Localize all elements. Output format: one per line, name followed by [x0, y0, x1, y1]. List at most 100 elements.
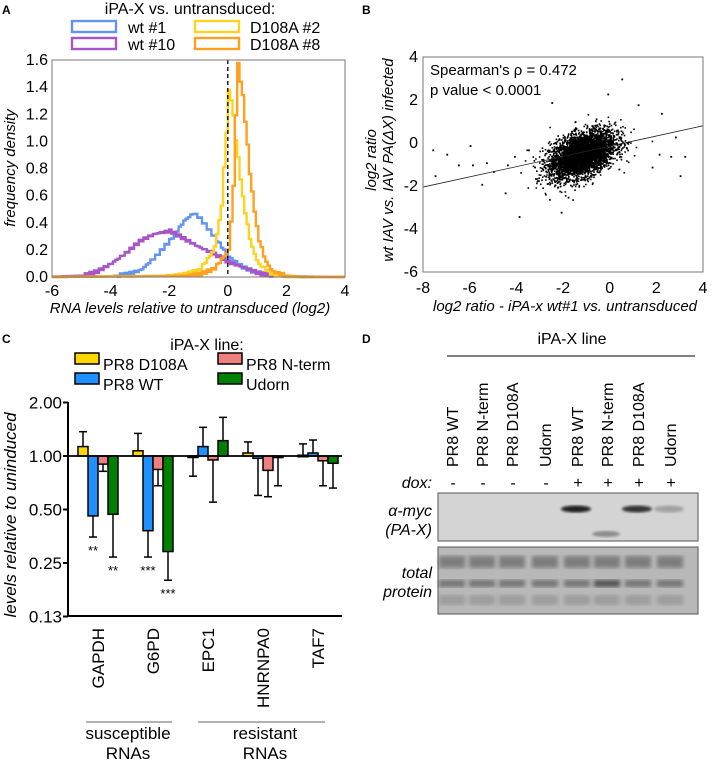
- y-tick-label: 0.2: [26, 242, 48, 259]
- legend-swatch: [70, 36, 118, 51]
- myc-band: [592, 531, 620, 537]
- scatter-point: [661, 112, 663, 115]
- myc-band: [561, 505, 591, 513]
- x-tick-label: -6: [45, 283, 59, 300]
- bar: [327, 455, 339, 465]
- y-tick-label: 0.13: [29, 608, 62, 627]
- regression-line: [422, 125, 704, 188]
- plot-frame: [422, 56, 704, 273]
- significance-marker: ***: [160, 586, 175, 601]
- lane-label: Udorn: [538, 423, 555, 467]
- protein-band: [469, 556, 495, 568]
- y-tick-label: -4: [404, 221, 418, 238]
- protein-band: [657, 580, 683, 587]
- x-tick-label: -8: [416, 280, 430, 297]
- x-axis-label: RNA levels relative to untransduced (log…: [50, 300, 330, 317]
- protein-band: [439, 556, 465, 568]
- legend-swatch: [193, 19, 241, 34]
- scatter-point: [432, 149, 435, 152]
- y-tick-label: 1.0: [26, 133, 48, 150]
- scatter-point: [670, 155, 673, 158]
- y-tick-label: 1.4: [26, 79, 48, 96]
- dox-indicator: +: [634, 475, 643, 492]
- scatter-point: [518, 216, 521, 218]
- bar: [152, 455, 164, 471]
- legend-label: PR8 N-term: [246, 357, 330, 374]
- myc-row-label-line2: (PA-X): [385, 522, 432, 539]
- plot-frame: [51, 59, 346, 278]
- legend-title: iPA-X vs. untransduced:: [105, 1, 275, 18]
- lane-label: PR8 WT: [445, 406, 462, 467]
- scatter-point: [507, 164, 509, 167]
- myc-band: [654, 505, 684, 513]
- myc-band: [622, 505, 652, 513]
- x-tick-label: 0: [223, 283, 232, 300]
- x-tick-label: -6: [463, 280, 477, 297]
- spearman-annotation: Spearman's ρ = 0.472: [430, 62, 577, 79]
- significance-marker: ***: [140, 563, 155, 578]
- scatter-point: [679, 175, 682, 178]
- histogram-plot: -6 -4 -2 0 2 4 0.0 0.2 0.4 0.6 0.8 1.0 1.2 1.4 1.6: [26, 52, 350, 300]
- significance-marker: **: [88, 543, 98, 558]
- histogram-panel-a: iPA-X vs. untransduced: wt #1wt #10 D108A…: [2, 1, 350, 317]
- protein-band: [469, 595, 495, 605]
- y-tick-label: -6: [404, 264, 418, 281]
- panel-label-d: D: [362, 332, 371, 346]
- scatter-point: [637, 104, 640, 107]
- scatter-point: [434, 175, 437, 178]
- scatter-point: [684, 155, 687, 158]
- y-axis-label-line1: log2 ratio: [363, 129, 380, 191]
- bar: [77, 445, 89, 457]
- x-tick-label: 4: [341, 283, 350, 300]
- category-label: TAF7: [309, 628, 328, 668]
- y-tick-label: 1.2: [26, 106, 48, 123]
- scatter-point: [621, 78, 624, 81]
- scatter-point: [528, 149, 530, 152]
- category-label: GAPDH: [89, 628, 108, 688]
- panel-label-c: C: [2, 332, 11, 346]
- lane-label: PR8 WT: [570, 406, 587, 467]
- x-tick-label: 4: [699, 280, 708, 297]
- legend-swatch: [74, 352, 100, 365]
- dox-indicator: -: [543, 475, 548, 492]
- lane-label: PR8 D108A: [631, 382, 648, 467]
- protein-band: [594, 556, 620, 568]
- protein-band: [499, 595, 525, 605]
- scatter-point: [472, 164, 474, 167]
- legend-swatch: [74, 372, 100, 385]
- bar: [162, 455, 174, 553]
- category-label: HNRNPA0: [254, 628, 273, 708]
- bar: [217, 439, 229, 457]
- lane-labels: PR8 WT - PR8 N-term - PR8 D108A - Udorn - PR8 WT…: [445, 382, 680, 492]
- scatter-point: [658, 153, 661, 156]
- y-axis-label: frequency density: [2, 108, 19, 227]
- x-axis-label: log2 ratio - iPA-x wt#1 vs. untransduced: [433, 298, 698, 315]
- significance-marker: **: [108, 563, 118, 578]
- protein-band: [657, 595, 683, 605]
- protein-band: [625, 580, 651, 587]
- histogram-series-line: [52, 88, 345, 279]
- scatter-point: [551, 102, 554, 104]
- bar: [197, 445, 209, 457]
- legend-swatch: [193, 36, 241, 51]
- legend-label: wt #1: [127, 20, 166, 37]
- scatter-points: [520, 114, 654, 201]
- y-tick-label: 2.00: [29, 394, 62, 413]
- protein-band: [564, 580, 590, 587]
- group-label-line1: susceptible: [85, 724, 170, 743]
- group-label-line2: RNAs: [243, 744, 287, 762]
- panel-label-a: A: [2, 3, 11, 17]
- bar: [87, 455, 99, 517]
- scatter-point: [446, 153, 449, 156]
- legend-label: wt #10: [127, 37, 175, 54]
- y-axis-label: levels relative to uninduced: [1, 412, 20, 618]
- scatter-point: [549, 198, 551, 201]
- scatter-point: [675, 136, 677, 139]
- y-tick-label: 0.50: [29, 501, 62, 520]
- x-tick-label: 2: [652, 280, 661, 297]
- category-label: EPC1: [199, 628, 218, 672]
- dox-indicator: +: [573, 475, 582, 492]
- bar-plot: 0.13 0.25 0.50 1.00 2.00 ** ** GAPDH *** *** G6PD E…: [29, 394, 342, 762]
